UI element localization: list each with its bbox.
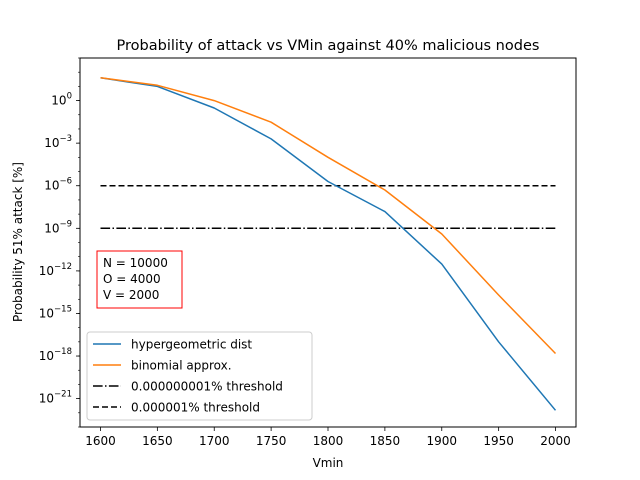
annotation-box (96, 250, 183, 309)
legend-label: hypergeometric dist (131, 338, 252, 352)
legend-label: 0.000000001% threshold (131, 380, 283, 394)
y-axis-label: Probability 51% attack [%] (11, 162, 25, 322)
y-tick-label: 10−18 (39, 347, 72, 363)
y-tick-label: 10−21 (39, 390, 72, 406)
x-tick-label: 1650 (142, 434, 173, 448)
legend-label: 0.000001% threshold (131, 401, 260, 415)
legend-label: binomial approx. (131, 359, 232, 373)
x-tick-label: 1850 (370, 434, 401, 448)
x-tick-label: 1700 (199, 434, 230, 448)
series-line-2 (100, 77, 557, 355)
chart-title: Probability of attack vs VMin against 40… (117, 38, 540, 54)
parameter-annotation: N = 10000 O = 4000 V = 2000 (96, 250, 183, 309)
y-tick-label: 10−6 (44, 177, 72, 193)
x-tick-label: 1950 (483, 434, 514, 448)
legend: hypergeometric dist binomial approx. 0.000… (86, 331, 313, 421)
x-tick-label: 1600 (85, 434, 116, 448)
annotation-line: N = 10000 (103, 256, 168, 270)
y-tick-label: 10−15 (39, 304, 72, 320)
legend-box (86, 331, 313, 421)
x-tick-label: 1900 (426, 434, 457, 448)
y-tick-label: 10−9 (44, 219, 72, 235)
y-tick-label: 10−3 (44, 134, 72, 150)
annotation-line: V = 2000 (103, 288, 159, 302)
y-tick-label: 10−12 (39, 262, 72, 278)
x-tick-label: 2000 (540, 434, 571, 448)
x-axis-label: Vmin (313, 456, 344, 470)
x-tick-label: 1750 (256, 434, 287, 448)
annotation-line: O = 4000 (103, 272, 161, 286)
y-tick-label: 100 (51, 92, 72, 108)
series-line-1 (100, 77, 557, 411)
x-tick-label: 1800 (313, 434, 344, 448)
